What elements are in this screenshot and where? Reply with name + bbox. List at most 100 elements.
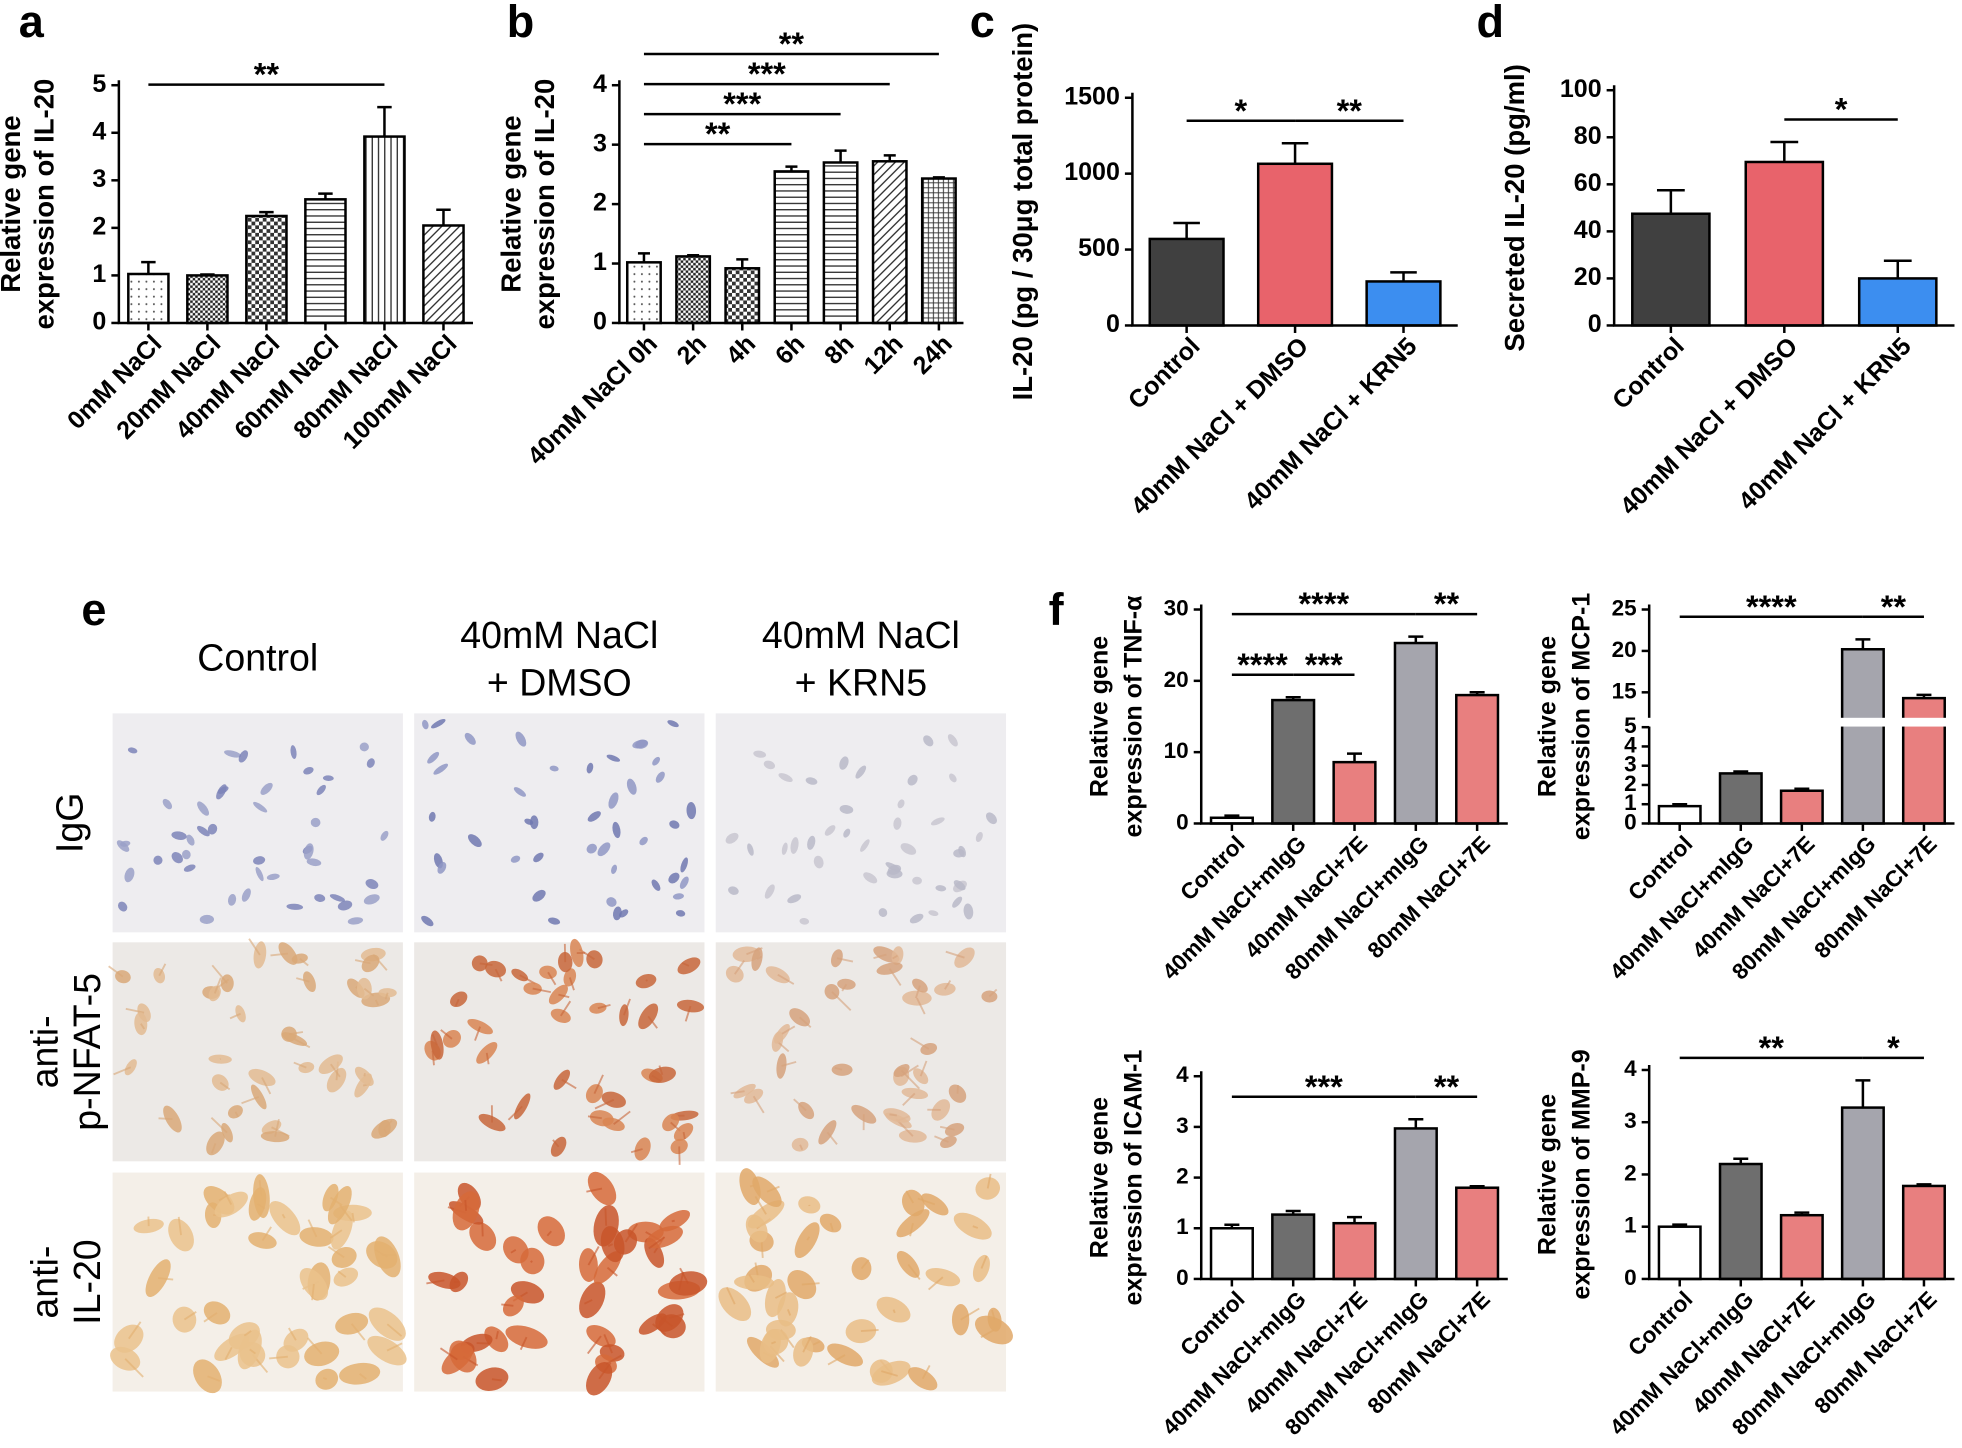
y-tick-label: 3 <box>1624 1108 1637 1133</box>
cell-process <box>288 1327 297 1341</box>
cell-process <box>491 1378 502 1382</box>
cell <box>652 756 661 766</box>
y-tick-label: 1 <box>1624 1213 1637 1238</box>
y-tick-label: 25 <box>1612 595 1637 620</box>
cell <box>329 894 345 902</box>
error-bar <box>1855 638 1871 650</box>
cell-process <box>799 1144 804 1151</box>
cell <box>216 784 227 800</box>
bar <box>822 161 859 325</box>
cell-process <box>586 1187 603 1193</box>
cell <box>316 784 326 796</box>
significance-label: **** <box>1299 586 1350 622</box>
cell <box>124 1059 137 1076</box>
cell-process <box>207 1375 221 1382</box>
row-header: p-NFAT-5 <box>66 973 108 1131</box>
cell-process <box>860 1259 870 1270</box>
y-tick-label: 0 <box>1176 809 1189 834</box>
cell <box>532 889 546 902</box>
cell <box>675 910 686 917</box>
cell <box>586 762 594 774</box>
y-tick-label: 0 <box>1106 310 1120 338</box>
cell-process <box>440 1029 453 1040</box>
x-tick-label: 6h <box>770 330 810 370</box>
cell <box>680 857 688 873</box>
error-bar <box>834 149 847 163</box>
error-bar <box>1794 1211 1810 1216</box>
cell <box>813 855 824 869</box>
cell <box>953 848 965 858</box>
cell <box>162 798 173 810</box>
cell <box>515 731 527 747</box>
cell <box>860 839 870 852</box>
y-tick-label: 2 <box>1624 771 1637 796</box>
cell-process <box>980 1255 988 1269</box>
cell-process <box>774 1291 788 1299</box>
bar <box>1840 648 1885 825</box>
significance-label: * <box>1235 93 1248 129</box>
cell-process <box>337 1270 347 1278</box>
cell <box>476 1041 498 1064</box>
y-axis-label: expression of MMP-9 <box>1567 1049 1595 1299</box>
cell-process <box>210 1143 217 1154</box>
cell-process <box>108 965 124 978</box>
panel-label: f <box>1049 584 1065 635</box>
cell <box>422 719 429 730</box>
cell-process <box>474 1026 482 1041</box>
bar <box>186 274 229 325</box>
cell <box>124 867 135 883</box>
cell-process <box>281 1213 286 1219</box>
cell-process <box>363 1073 366 1077</box>
cell <box>227 893 237 906</box>
y-tick-label: 500 <box>1078 234 1120 262</box>
cell-process <box>501 1303 514 1307</box>
cell <box>843 828 851 838</box>
cell <box>310 817 321 828</box>
micrograph-image <box>414 942 705 1162</box>
y-tick-label: 4 <box>1176 1062 1189 1087</box>
cell <box>790 837 799 854</box>
cell-process <box>900 1069 921 1090</box>
column-header: + KRN5 <box>795 662 927 704</box>
bar <box>1271 698 1316 825</box>
y-tick-label: 2 <box>593 189 607 217</box>
y-axis-label: Relative gene <box>1086 636 1114 797</box>
row-header: IL-20 <box>66 1239 108 1325</box>
cell-process <box>836 957 854 963</box>
bar <box>625 261 662 325</box>
error-bar <box>200 273 215 276</box>
cell <box>975 831 983 842</box>
cell <box>322 775 334 781</box>
error-bar <box>377 105 392 137</box>
y-tick-label: 1 <box>92 260 106 288</box>
cell-process <box>829 1222 834 1231</box>
cell <box>935 885 947 892</box>
cell <box>186 834 195 846</box>
y-tick-label: 10 <box>1164 738 1189 763</box>
bar <box>773 170 810 325</box>
cell <box>359 742 369 752</box>
cell <box>893 817 902 830</box>
cell-process <box>793 1098 807 1112</box>
cell <box>510 855 521 863</box>
cell-process <box>945 950 965 959</box>
cell <box>597 842 611 857</box>
cell-process <box>485 1052 490 1065</box>
cell <box>863 872 878 884</box>
cell-process <box>910 1037 930 1050</box>
cell-process <box>587 1246 600 1266</box>
cell <box>255 866 264 882</box>
cell <box>818 1120 837 1145</box>
cell-process <box>988 988 998 998</box>
y-tick-label: 30 <box>1164 595 1189 620</box>
cell <box>963 903 974 920</box>
cell <box>799 917 810 925</box>
cell <box>897 799 905 809</box>
cell <box>114 1324 144 1353</box>
y-tick-label: 4 <box>1624 732 1637 757</box>
x-tick-label: 8h <box>819 330 859 370</box>
bar <box>1857 277 1938 327</box>
cell <box>502 1295 524 1317</box>
bar <box>304 198 347 325</box>
cell <box>944 1122 965 1137</box>
